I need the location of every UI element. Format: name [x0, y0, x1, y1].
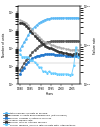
X-axis label: Years: Years — [45, 92, 53, 96]
Legend: total number of units in service, number of units decommissioned (out of order),: total number of units in service, number… — [3, 112, 75, 126]
Y-axis label: Failure rate: Failure rate — [94, 37, 97, 54]
Y-axis label: Number of units: Number of units — [2, 33, 6, 57]
